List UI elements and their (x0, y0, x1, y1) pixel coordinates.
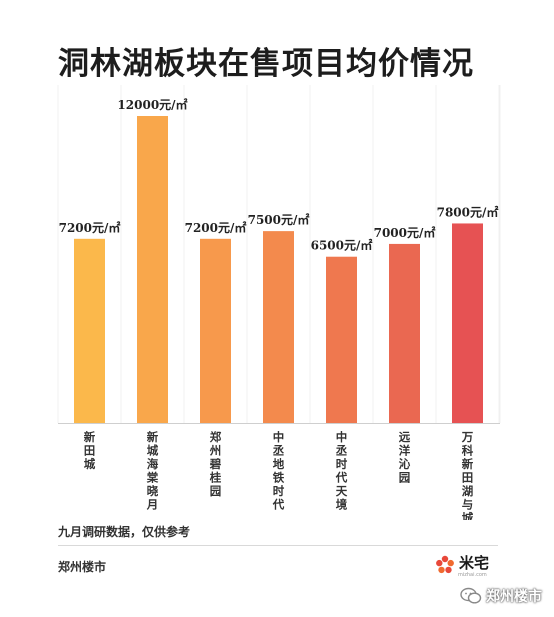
value-label: 7200元/㎡ (185, 220, 247, 235)
watermark: 郑州楼市 (460, 586, 542, 606)
bar (74, 238, 105, 423)
value-label: 7800元/㎡ (437, 204, 499, 219)
x-tick-label: 中丞地铁时代 (272, 430, 285, 512)
x-tick-label: 郑州碧桂园 (209, 430, 222, 498)
bar (200, 238, 231, 423)
bar (326, 256, 357, 423)
value-labels: 7200元/㎡12000元/㎡7200元/㎡7500元/㎡6500元/㎡7000… (59, 97, 499, 253)
flower-logo-icon (436, 555, 454, 574)
value-label: 7200元/㎡ (59, 220, 121, 235)
x-tick-labels: 新田城 新城海棠晓月 郑州碧桂园 中丞地铁时代 中丞时代天境 远洋沁园 万科新田湖与城 (84, 430, 474, 520)
data-note: 九月调研数据，仅供参考 (58, 525, 191, 539)
divider (58, 545, 498, 546)
bar (137, 116, 168, 423)
value-label: 12000元/㎡ (117, 97, 187, 112)
bar (452, 223, 483, 423)
value-label: 6500元/㎡ (311, 238, 373, 253)
x-tick-label: 新城海棠晓月 (146, 430, 159, 512)
bar (389, 243, 420, 423)
x-tick-label: 万科新田湖与城 (461, 430, 474, 520)
x-tick-label: 中丞时代天境 (335, 430, 348, 512)
chart-title: 洞林湖板块在售项目均价情况 (58, 46, 474, 82)
bar-chart: 7200元/㎡12000元/㎡7200元/㎡7500元/㎡6500元/㎡7000… (57, 85, 501, 520)
bars (74, 116, 483, 423)
wechat-icon (460, 587, 482, 604)
brand-name: 米宅 (459, 554, 490, 572)
value-label: 7500元/㎡ (248, 212, 310, 227)
value-label: 7000元/㎡ (374, 225, 436, 240)
x-tick-label: 远洋沁园 (399, 430, 411, 485)
watermark-text: 郑州楼市 (486, 589, 542, 605)
brand-logo: 米宅 mizhai.com (434, 549, 504, 583)
gridlines (57, 85, 501, 423)
x-tick-label: 新田城 (84, 430, 96, 471)
source-label: 郑州楼市 (58, 560, 107, 574)
bar (263, 231, 294, 423)
brand-url: mizhai.com (458, 572, 487, 578)
